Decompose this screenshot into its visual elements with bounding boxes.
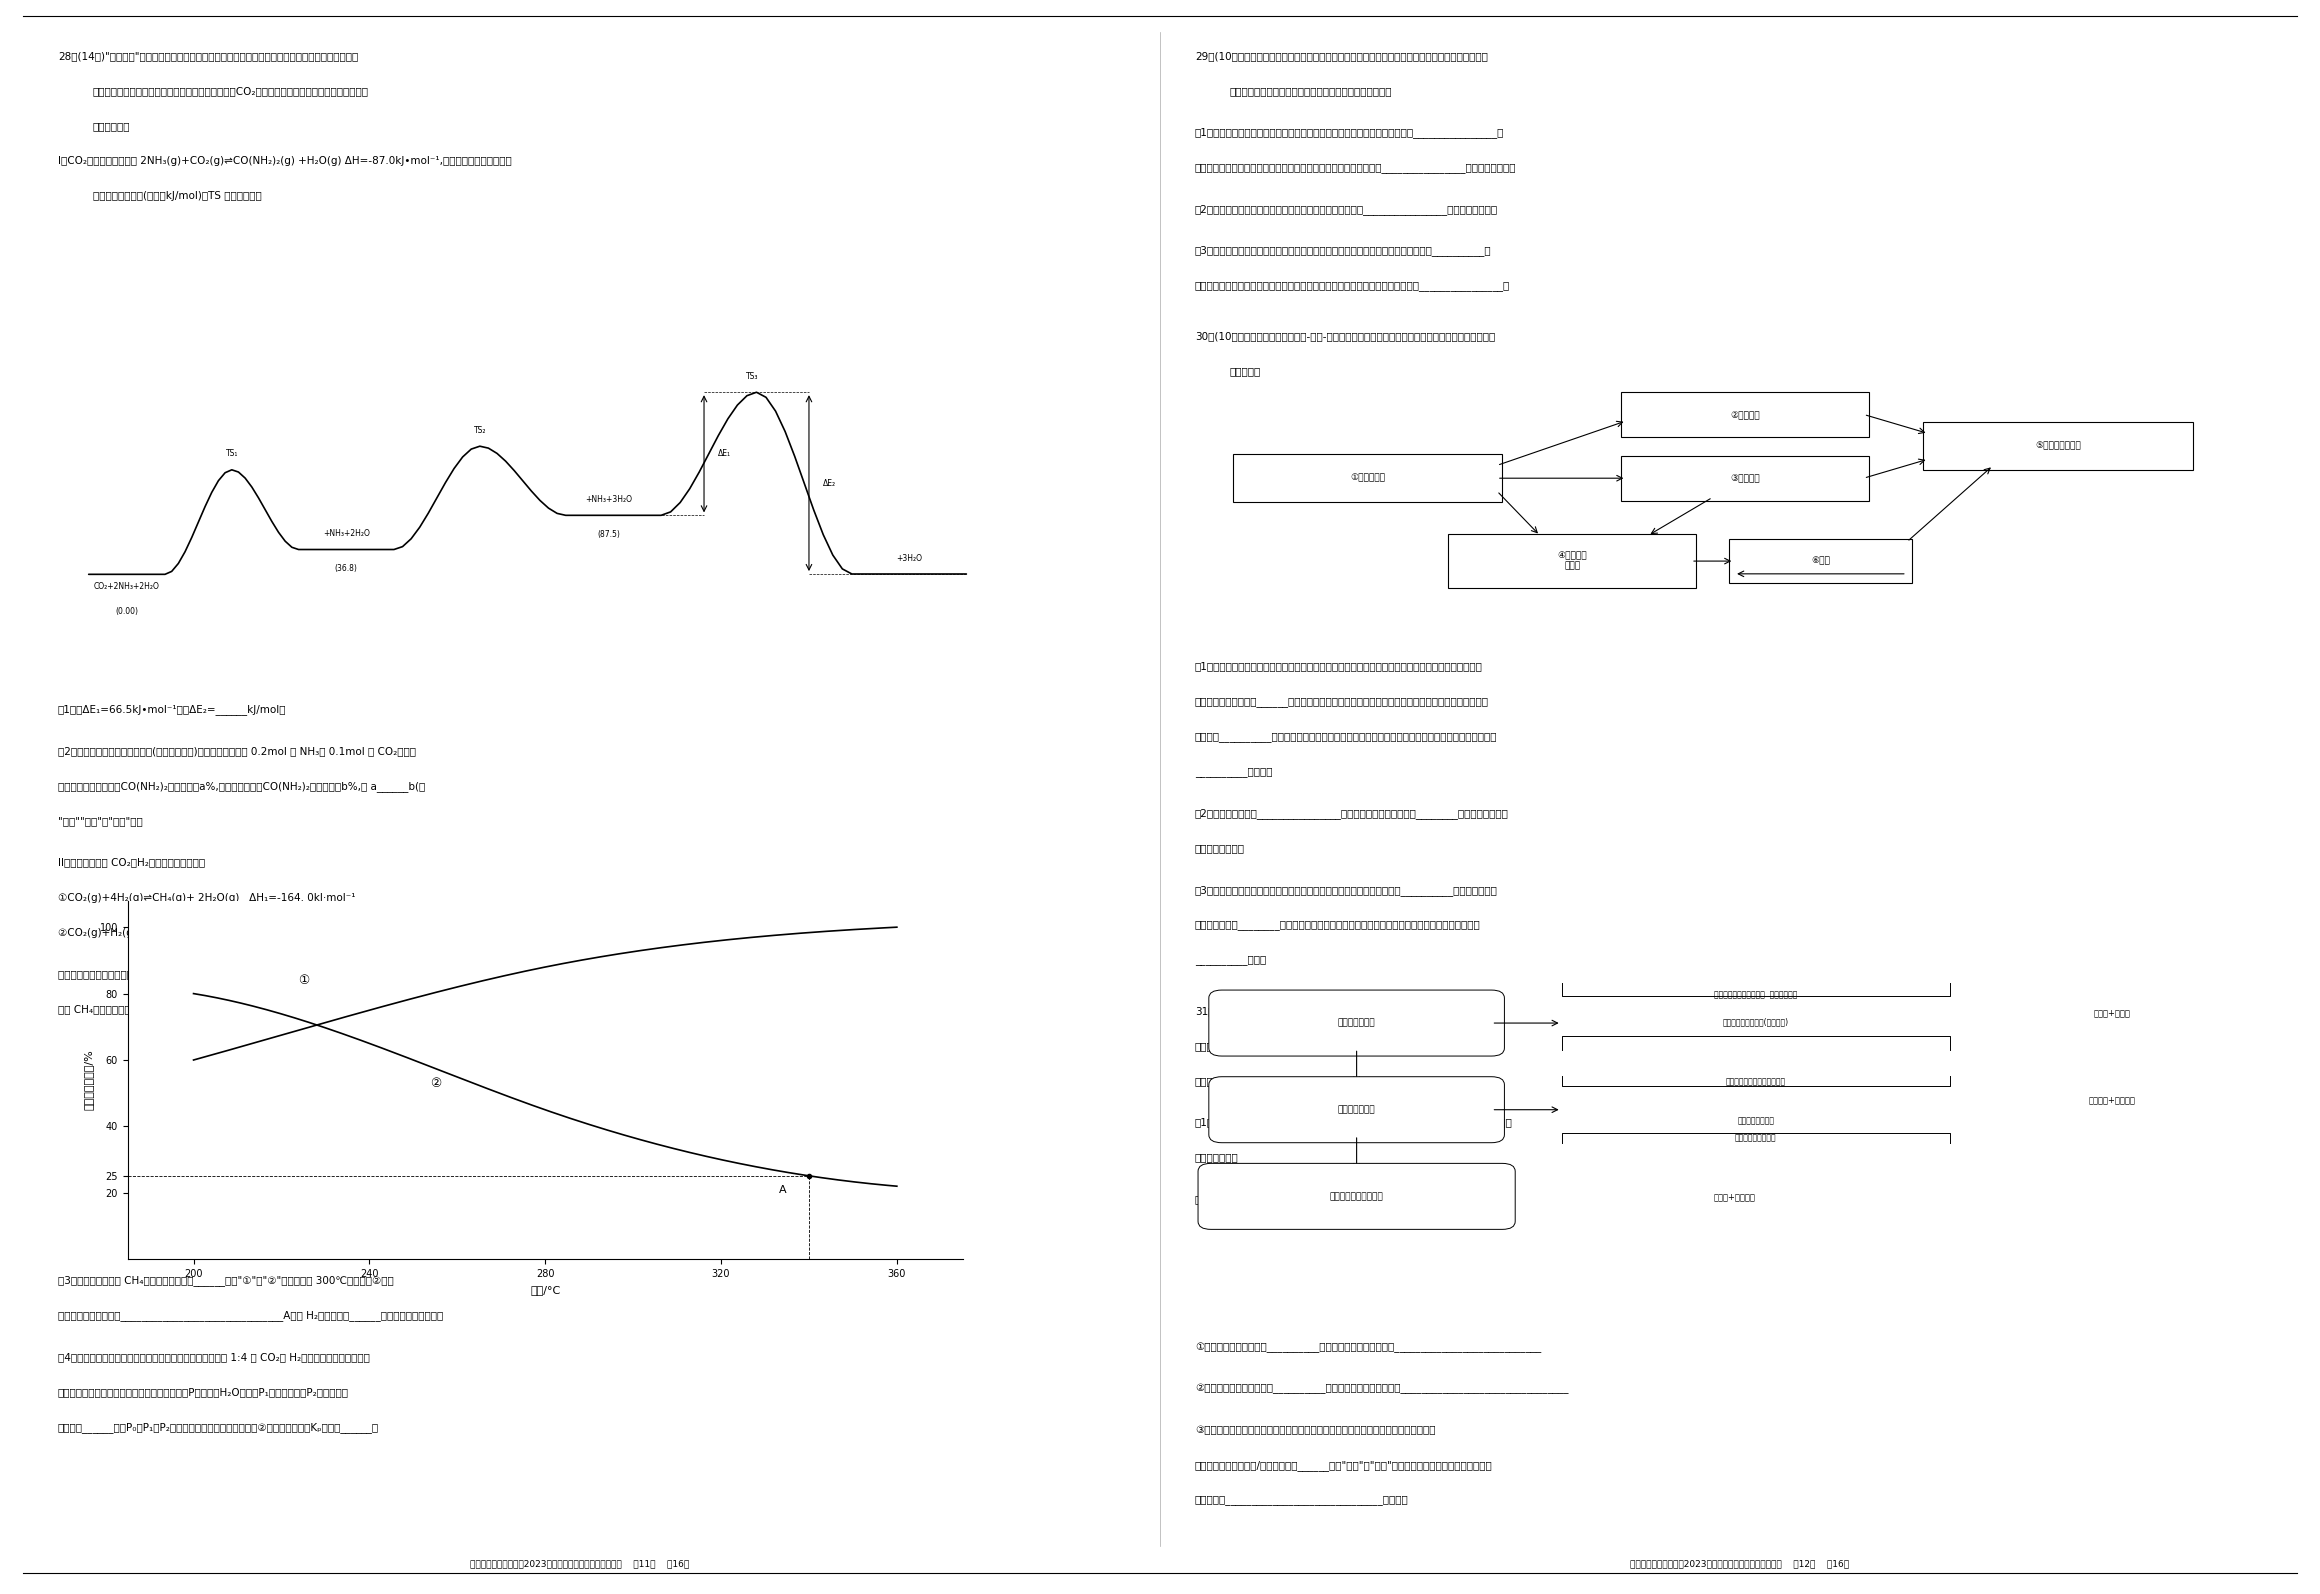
Text: （1）若ΔE₁=66.5kJ•mol⁻¹，则ΔE₂=______kJ/mol。: （1）若ΔE₁=66.5kJ•mol⁻¹，则ΔE₂=______kJ/mol。: [58, 705, 285, 716]
Text: （3）麦田管理中，除草是重要的一项。杂草大量滋生会影响冬小麦的产量，其原因有__________。: （3）麦田管理中，除草是重要的一项。杂草大量滋生会影响冬小麦的产量，其原因有__…: [1195, 245, 1492, 257]
Text: ΔE₁: ΔE₁: [719, 450, 731, 459]
Text: ③盐碱地土壤液浓度大于普通土壤，所以在改造盐碱地的不同阶段，需种植不同植物，: ③盐碱地土壤液浓度大于普通土壤，所以在改造盐碱地的不同阶段，需种植不同植物，: [1195, 1425, 1436, 1435]
Text: （虎尾草+杂草类）: （虎尾草+杂草类）: [2088, 1095, 2134, 1105]
Text: __________功能。: __________功能。: [1195, 955, 1267, 964]
Text: 这类植物细胞内结合水/自由水的比值______（填"高于"或"低于"）普通土壤植物；组成渗透系统的原: 这类植物细胞内结合水/自由水的比值______（填"高于"或"低于"）普通土壤植…: [1195, 1460, 1492, 1471]
Text: （2）下图是一个简化的改造盐碱地的技术流程。: （2）下图是一个简化的改造盐碱地的技术流程。: [1195, 1194, 1332, 1203]
Text: TS₃: TS₃: [745, 371, 759, 381]
Text: ②发生在盐碱地上的演替为__________，其演替速度较快的原因是________________________________: ②发生在盐碱地上的演替为__________，其演替速度较快的原因是______…: [1195, 1384, 1568, 1393]
Text: 反应的CO₂的物质的量: 反应的CO₂的物质的量: [633, 1020, 689, 1030]
Text: 选择性为______（用P₀、P₁、P₂中相关字母表示，下同），反应②的压强平衡常数Kₚ的值为______。: 选择性为______（用P₀、P₁、P₂中相关字母表示，下同），反应②的压强平衡…: [58, 1422, 378, 1433]
Text: 的机理及能量变化(单位：kJ/mol)，TS 表示过渡态。: 的机理及能量变化(单位：kJ/mol)，TS 表示过渡态。: [93, 191, 262, 201]
Text: 示）过程来实现。: 示）过程来实现。: [1195, 843, 1246, 853]
Text: （2）分别向等温等容、绝热等容(起始温度相同)的密闭容器中加入 0.2mol 的 NH₃和 0.1mol 的 CO₂，若达: （2）分别向等温等容、绝热等容(起始温度相同)的密闭容器中加入 0.2mol 的…: [58, 746, 415, 756]
FancyBboxPatch shape: [1209, 990, 1503, 1057]
Text: 请回答下列问题：: 请回答下列问题：: [1195, 1076, 1246, 1086]
X-axis label: 温度/°C: 温度/°C: [529, 1285, 561, 1294]
Text: ⑤效应器或靶细胞: ⑤效应器或靶细胞: [2035, 442, 2081, 451]
Text: CH₄ 的物质的量: CH₄ 的物质的量: [640, 995, 682, 1004]
Text: 衡时 CH₄的选择性随温度的变化如图所示。(已知：CH₄的选择性=: 衡时 CH₄的选择性随温度的变化如图所示。(已知：CH₄的选择性=: [58, 1004, 262, 1014]
Text: (0.00): (0.00): [116, 607, 139, 615]
Text: 答出两点）。播种冬小麦，底肥要多施农家肥，使用农家肥的好处有________________（请答出两点）。: 答出两点）。播种冬小麦，底肥要多施农家肥，使用农家肥的好处有__________…: [1195, 163, 1517, 172]
Text: 防治害虫也是冬小麦管理中的重要一环。从能量流动的角度说明防治害虫的意义：________________。: 防治害虫也是冬小麦管理中的重要一环。从能量流动的角度说明防治害虫的意义：____…: [1195, 281, 1510, 290]
Text: 个统一的整体。: 个统一的整体。: [1195, 1152, 1239, 1162]
Text: CO₂+2NH₃+2H₂O: CO₂+2NH₃+2H₂O: [93, 582, 160, 591]
Text: ×100%): ×100%): [812, 1004, 854, 1014]
Text: 封育、种草（先锋植物）  植被初步覆盖: 封育、种草（先锋植物） 植被初步覆盖: [1714, 991, 1798, 999]
Text: 重度盐碱化草地: 重度盐碱化草地: [1339, 1019, 1376, 1028]
Text: 自然和谐相处得到生动诠释。例如：在黄河三角洲盐碱地"变回了"生态绿"，数百种鸟类落地安家。: 自然和谐相处得到生动诠释。例如：在黄河三角洲盐碱地"变回了"生态绿"，数百种鸟类…: [1195, 1041, 1471, 1050]
Text: （4）若在一定温度下，投料比例相同（无入物质的量之比为 1:4 的 CO₂和 H₂），通入恒容密闭容器，: （4）若在一定温度下，投料比例相同（无入物质的量之比为 1:4 的 CO₂和 H…: [58, 1352, 369, 1361]
Text: 29．(10分）党的二十大报告提出，全方位夯实粮食安全根基，牢牢守住十八亿亩耕地红线。冬小麦是: 29．(10分）党的二十大报告提出，全方位夯实粮食安全根基，牢牢守住十八亿亩耕地…: [1195, 51, 1487, 61]
FancyBboxPatch shape: [1622, 392, 1870, 437]
Text: 经传到位于下丘脑中的______中枢，经分析和综合，再经过传出神经到达效应器，引起汗腺分泌减少，: 经传到位于下丘脑中的______中枢，经分析和综合，再经过传出神经到达效应器，引…: [1195, 697, 1489, 706]
Text: ⑥激素: ⑥激素: [1812, 556, 1830, 566]
Text: （1）滑雪是冬奥会的重要比赛项目。运动前，寒冷刺激人体皮肤冷觉感受器，产生兴奋，兴奋沿传入神: （1）滑雪是冬奥会的重要比赛项目。运动前，寒冷刺激人体皮肤冷觉感受器，产生兴奋，…: [1195, 662, 1482, 671]
Text: TS₁: TS₁: [225, 450, 239, 459]
Text: 加强牧地管理措施: 加强牧地管理措施: [1738, 1116, 1775, 1125]
Text: ③神经系统: ③神经系统: [1731, 473, 1761, 483]
Text: 皮肤血管__________，减少散热，以维持体温的相对稳定。运动过程中，甲状腺激素分泌增多，提高了: 皮肤血管__________，减少散热，以维持体温的相对稳定。运动过程中，甲状腺…: [1195, 732, 1496, 741]
Text: （碱菜+碱蓬）: （碱菜+碱蓬）: [2093, 1009, 2130, 1017]
Text: （羊草+杂草类）: （羊草+杂草类）: [1712, 1192, 1756, 1200]
Text: ①CO₂(g)+4H₂(g)⇌CH₄(g)+ 2H₂O(g)   ΔH₁=-164. 0kJ·mol⁻¹: ①CO₂(g)+4H₂(g)⇌CH₄(g)+ 2H₂O(g) ΔH₁=-164.…: [58, 893, 355, 902]
Text: （适当刈割、施肥）: （适当刈割、施肥）: [1735, 1133, 1777, 1141]
Text: 轻度盐碱化与良好草地: 轻度盐碱化与良好草地: [1329, 1192, 1383, 1200]
Text: 相关问题：: 相关问题：: [1230, 367, 1260, 376]
Text: +3H₂O: +3H₂O: [896, 553, 921, 563]
Text: "大于""小于"或"等于"）。: "大于""小于"或"等于"）。: [58, 816, 144, 826]
Text: （1）在播种前需要将储藏的小麦种子用流动的水浸泡处理一段时间，其目的是________________请: （1）在播种前需要将储藏的小麦种子用流动的水浸泡处理一段时间，其目的是_____…: [1195, 128, 1503, 139]
Text: I、CO₂合成尿素的反应为 2NH₃(g)+CO₂(g)⇌CO(NH₂)₂(g) +H₂O(g) ΔH=-87.0kJ•mol⁻¹,如图是上述反应合成尿素: I、CO₂合成尿素的反应为 2NH₃(g)+CO₂(g)⇌CO(NH₂)₂(g)…: [58, 156, 513, 166]
Text: __________的速率。: __________的速率。: [1195, 767, 1271, 776]
Text: （2）胰岛素的作用是________________；血糖平衡主要通过图中的________（用序号和箭头表: （2）胰岛素的作用是________________；血糖平衡主要通过图中的__…: [1195, 808, 1508, 819]
Text: 江西省重点中学协作体2023届高三第二次联考理科综合试卷    第12页    共16页: 江西省重点中学协作体2023届高三第二次联考理科综合试卷 第12页 共16页: [1631, 1559, 1849, 1568]
Text: 体侵入机体时，________细胞分泌的抗体能把它消灭，以维持内环境的稳态，这体现了免疫系统的: 体侵入机体时，________细胞分泌的抗体能把它消灭，以维持内环境的稳态，这体…: [1195, 920, 1480, 929]
Text: ④内分泌腺
或细胞: ④内分泌腺 或细胞: [1557, 552, 1587, 571]
FancyBboxPatch shape: [1728, 539, 1912, 583]
Text: ①: ①: [297, 974, 309, 987]
FancyBboxPatch shape: [1448, 534, 1696, 588]
Text: （1）黄河三角洲生态系统中的各种组成成分通过__________和__________紧密联系在一起，形成一: （1）黄河三角洲生态系统中的各种组成成分通过__________和_______…: [1195, 1117, 1513, 1129]
FancyBboxPatch shape: [1622, 456, 1870, 501]
FancyBboxPatch shape: [1209, 1076, 1503, 1143]
Text: ΔE₂: ΔE₂: [824, 478, 838, 488]
Text: （2）严重的干旱会使冬小麦减产。干旱使小麦减产的原因有________________（请答出两点）。: （2）严重的干旱会使冬小麦减产。干旱使小麦减产的原因有_____________…: [1195, 204, 1499, 215]
Text: 31．(9分）山水林田湖草是生命共同体，近年来，各地践行"既要绿水青山，也要金山银山"理念，人与: 31．(9分）山水林田湖草是生命共同体，近年来，各地践行"既要绿水青山，也要金山…: [1195, 1006, 1492, 1015]
FancyBboxPatch shape: [1197, 1164, 1515, 1229]
Text: 我国北方重要的粮食作物。请回答下列有关冬小麦的问题：: 我国北方重要的粮食作物。请回答下列有关冬小麦的问题：: [1230, 86, 1392, 96]
Text: 答下列问题：: 答下列问题：: [93, 121, 130, 131]
Text: ②免疫系统: ②免疫系统: [1731, 410, 1761, 419]
Text: 28．(14分)"低碳经济"已成为全世界科学家研究的重要课题。其中技术固碳是化学家不断探索的方向，: 28．(14分)"低碳经济"已成为全世界科学家研究的重要课题。其中技术固碳是化学…: [58, 51, 357, 61]
Text: TS₂: TS₂: [473, 426, 487, 435]
Text: +NH₃+2H₂O: +NH₃+2H₂O: [322, 529, 369, 539]
Text: (87.5): (87.5): [596, 529, 619, 539]
Text: 平衡时等温等容容器中CO(NH₂)₂百分含量为a%,绝热等容容器中CO(NH₂)₂百分含量为b%,则 a______b(填: 平衡时等温等容容器中CO(NH₂)₂百分含量为a%,绝热等容容器中CO(NH₂)…: [58, 781, 425, 792]
Text: （3）其中表示平衡时 CH₄的选择性的曲线是______（填"①"或"②"）；温度为 300℃时，曲线②随温: （3）其中表示平衡时 CH₄的选择性的曲线是______（填"①"或"②"）；温…: [58, 1275, 394, 1286]
Text: ②: ②: [429, 1076, 441, 1090]
Text: II、在一定条件下 CO₂、H₂主要发生以下反应：: II、在一定条件下 CO₂、H₂主要发生以下反应：: [58, 858, 204, 867]
Text: 向恒压密闭容器中充入物质的量之比为 1:4 的 CO₂和 H₂，发生上述反应，实验测得 CO₂平衡转化率和平: 向恒压密闭容器中充入物质的量之比为 1:4 的 CO₂和 H₂，发生上述反应，实…: [58, 969, 380, 979]
Text: 度升高而升高的原因是_______________________________A点时 H₂的转化率为______（保留小数点后一位）: 度升高而升高的原因是______________________________…: [58, 1310, 443, 1321]
Text: ①土壤中的分解者主要是__________，其在生态系统中的作用是____________________________: ①土壤中的分解者主要是__________，其在生态系统中的作用是_______…: [1195, 1342, 1540, 1353]
FancyBboxPatch shape: [1232, 454, 1503, 502]
Text: 中度盐碱化草地: 中度盐碱化草地: [1339, 1105, 1376, 1114]
Text: （3）免疫系统在稳态维持上发挥着重要作用，它由免疫器官、免疫细胞和__________组成，当有病原: （3）免疫系统在稳态维持上发挥着重要作用，它由免疫器官、免疫细胞和_______…: [1195, 885, 1499, 896]
FancyBboxPatch shape: [1923, 422, 2192, 470]
Text: 主要应用碳捕集、利用与封存技术。下面是一些利用CO₂为原料制备物质的反应，根据所学知识回: 主要应用碳捕集、利用与封存技术。下面是一些利用CO₂为原料制备物质的反应，根据所…: [93, 86, 369, 96]
Text: 发生上述反应达到平衡，测得反应容器内压强为P，平衡时H₂O压强为P₁，甲烷压强为P₂，则甲烷的: 发生上述反应达到平衡，测得反应容器内压强为P，平衡时H₂O压强为P₁，甲烷压强为…: [58, 1387, 348, 1396]
Text: 江西省重点中学协作体2023届高三第二次联考理科综合试卷    第11页    共16页: 江西省重点中学协作体2023届高三第二次联考理科综合试卷 第11页 共16页: [471, 1559, 689, 1568]
Text: 生质层是由______________________________构成的。: 生质层是由______________________________构成的。: [1195, 1495, 1408, 1505]
Text: ②CO₂(g)+H₂(g) ⇌CO(g)+H₂O(g)   ΔH₁=+41.4 kJ·mol⁻¹: ②CO₂(g)+H₂(g) ⇌CO(g)+H₂O(g) ΔH₁=+41.4 kJ…: [58, 928, 336, 937]
Text: +NH₃+3H₂O: +NH₃+3H₂O: [585, 494, 631, 504]
Text: 30．(10分）人体的稳态主要受神经-体液-免疫调节网络的调节。下图为人体稳态调节示意图，据图回答: 30．(10分）人体的稳态主要受神经-体液-免疫调节网络的调节。下图为人体稳态调…: [1195, 332, 1494, 341]
Text: ①体内外刺激: ①体内外刺激: [1350, 473, 1385, 483]
Text: 增加土壤中的有机质(秸秆还田): 增加土壤中的有机质(秸秆还田): [1724, 1017, 1789, 1027]
Y-axis label: 转化率或选择性/%: 转化率或选择性/%: [84, 1049, 93, 1111]
Text: A: A: [780, 1184, 786, 1196]
Text: (36.8): (36.8): [334, 564, 357, 574]
Text: 种草（适应性强的优良牧草）: 种草（适应性强的优良牧草）: [1726, 1078, 1786, 1087]
